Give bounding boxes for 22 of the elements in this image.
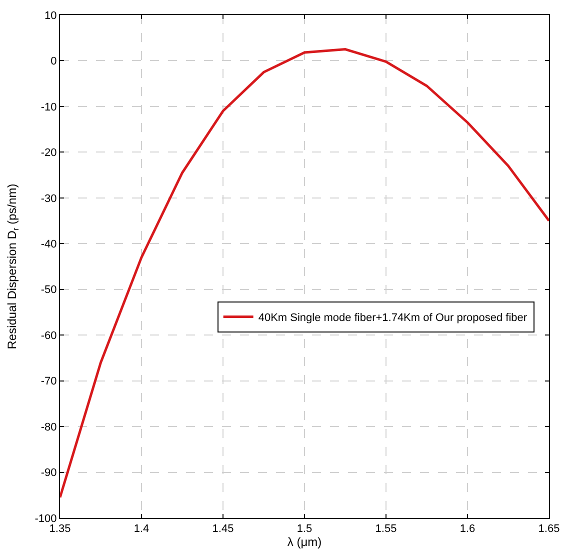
x-tick-label: 1.5 xyxy=(296,523,312,536)
y-tick-label: -20 xyxy=(40,147,57,160)
y-tick-label: -100 xyxy=(34,512,57,525)
x-tick-label: 1.4 xyxy=(134,523,150,536)
y-tick-label: 10 xyxy=(44,10,57,22)
legend-label: 40Km Single mode fiber+1.74Km of Our proposed fiber xyxy=(258,312,528,324)
x-tick-label: 1.45 xyxy=(212,523,234,536)
x-tick-label: 1.6 xyxy=(460,523,476,536)
y-tick-label: 0 xyxy=(50,56,57,68)
y-tick-label: -70 xyxy=(40,376,57,388)
y-tick-label: -50 xyxy=(40,284,57,296)
x-tick-label: 1.35 xyxy=(49,523,71,536)
x-tick-label: 1.55 xyxy=(375,523,397,536)
y-tick-label: -10 xyxy=(40,101,57,114)
y-tick-label: -60 xyxy=(40,330,57,342)
line-series xyxy=(60,48,549,499)
x-tick-label: 1.65 xyxy=(538,523,560,536)
y-tick-label: -40 xyxy=(40,238,57,250)
y-tick-label: -90 xyxy=(40,467,57,480)
y-tick-label: -30 xyxy=(40,192,57,205)
x-axis-title: λ (μm) xyxy=(287,535,322,550)
y-tick-label: -80 xyxy=(40,421,57,434)
